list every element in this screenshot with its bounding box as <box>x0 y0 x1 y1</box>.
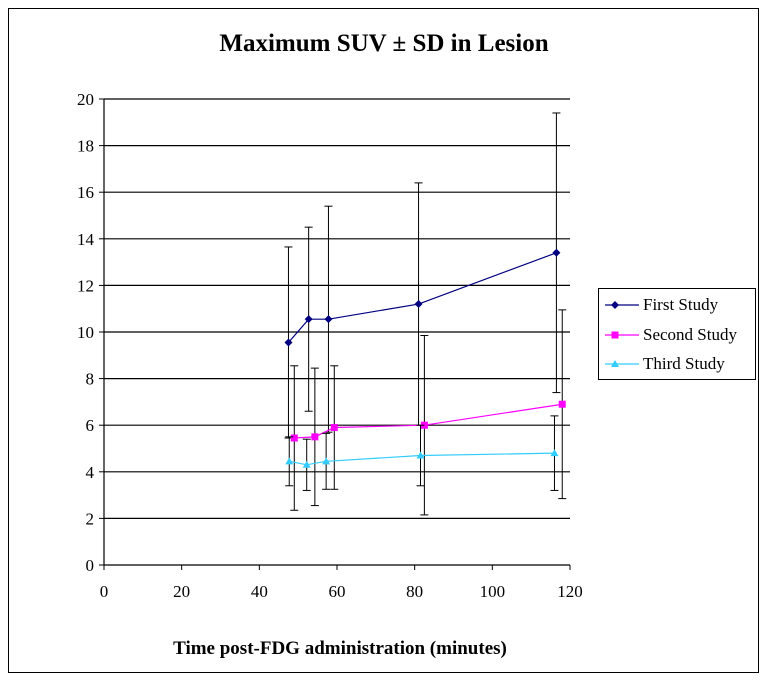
legend-label-third-study: Third Study <box>643 354 725 373</box>
data-point-first-study-1 <box>304 315 313 324</box>
data-point-third-study-1 <box>302 460 311 468</box>
y-tick-label-14: 14 <box>77 230 95 249</box>
data-point-first-study-3 <box>414 300 423 309</box>
y-tick-label-2: 2 <box>86 509 95 528</box>
data-point-first-study-2 <box>324 315 333 324</box>
y-tick-label-6: 6 <box>86 416 95 435</box>
y-tick-label-20: 20 <box>77 90 94 109</box>
data-point-third-study-0 <box>285 457 294 465</box>
x-tick-label-100: 100 <box>480 582 506 601</box>
chart-title: Maximum SUV ± SD in Lesion <box>219 30 549 57</box>
x-axis-title: Time post-FDG administration (minutes) <box>173 638 507 659</box>
y-tick-label-12: 12 <box>77 276 94 295</box>
x-tick-label-60: 60 <box>329 582 346 601</box>
legend-label-first-study: First Study <box>643 295 719 314</box>
x-tick-label-20: 20 <box>173 582 190 601</box>
y-tick-label-8: 8 <box>86 370 95 389</box>
y-tick-label-10: 10 <box>77 323 94 342</box>
legend-marker-second-study <box>605 331 639 339</box>
data-point-third-study-3 <box>416 451 425 459</box>
data-point-second-study-4 <box>558 400 566 408</box>
y-tick-label-16: 16 <box>77 183 94 202</box>
data-point-third-study-2 <box>322 457 331 465</box>
x-tick-label-40: 40 <box>251 582 268 601</box>
legend: First Study Second Study Third Study <box>598 288 756 380</box>
legend-symbol-0 <box>611 301 619 309</box>
y-tick-label-0: 0 <box>86 556 95 575</box>
data-point-third-study-4 <box>550 449 559 457</box>
y-tick-label-18: 18 <box>77 137 94 156</box>
x-tick-label-80: 80 <box>406 582 423 601</box>
data-point-first-study-4 <box>552 248 561 257</box>
x-tick-label-120: 120 <box>557 582 583 601</box>
legend-label-second-study: Second Study <box>643 325 737 344</box>
data-point-second-study-1 <box>311 433 319 441</box>
data-point-second-study-0 <box>290 434 298 442</box>
legend-marker-first-study <box>605 301 639 309</box>
data-point-second-study-2 <box>330 424 338 432</box>
legend-marker-third-study <box>605 360 639 367</box>
x-tick-label-0: 0 <box>100 582 109 601</box>
data-point-first-study-0 <box>284 338 293 347</box>
legend-symbol-2 <box>611 360 619 367</box>
legend-symbol-1 <box>611 331 619 339</box>
y-tick-label-4: 4 <box>86 463 95 482</box>
